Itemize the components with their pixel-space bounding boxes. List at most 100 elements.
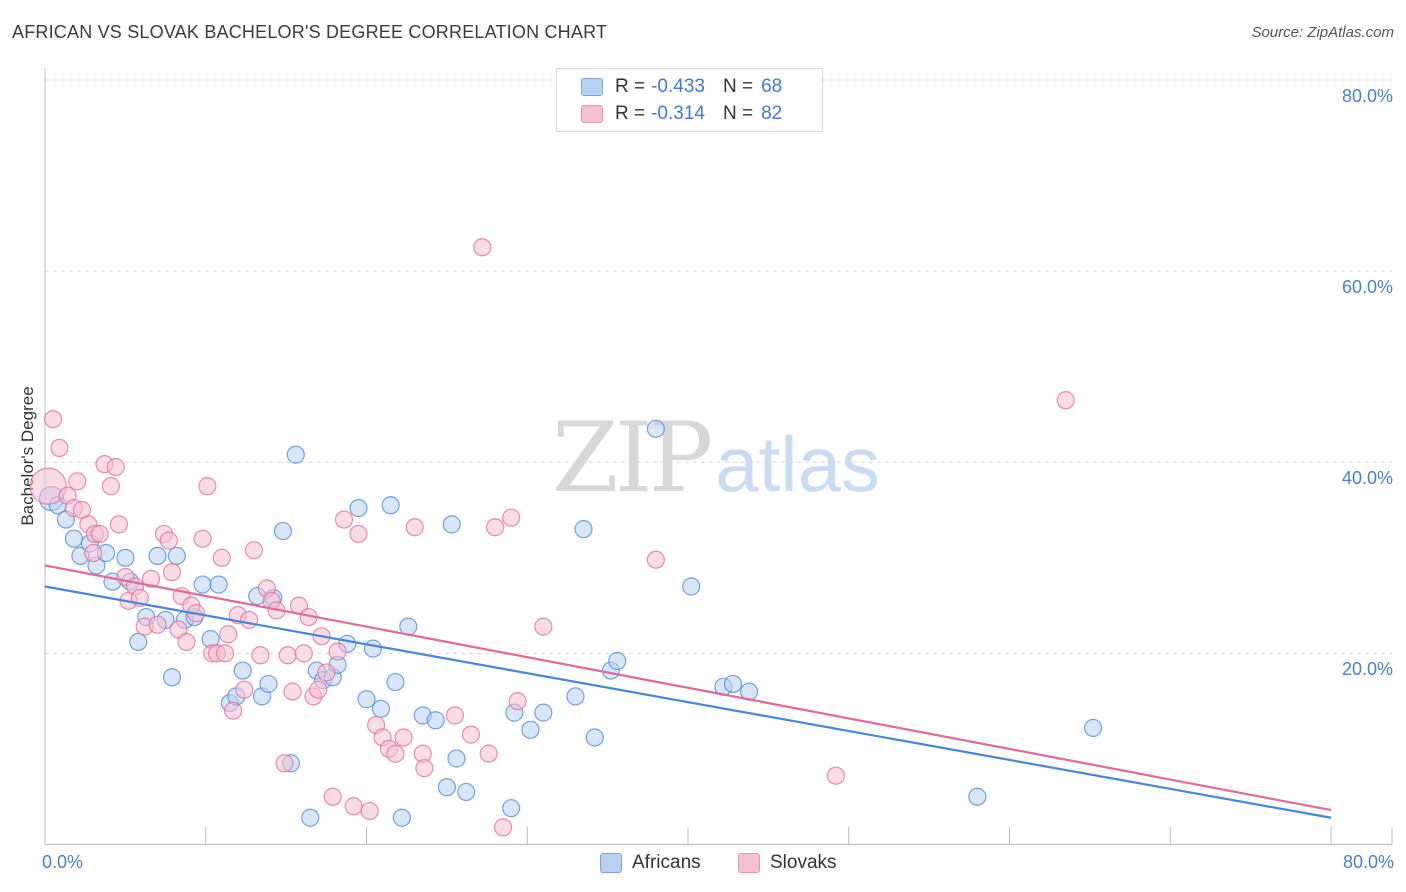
africans-point <box>392 808 411 827</box>
africans-point <box>682 577 701 596</box>
watermark: ZIPatlas <box>552 402 880 514</box>
series-legend: Africans Slovaks <box>0 852 1406 876</box>
stats-legend: R = -0.433 N = 68 R = -0.314 N = 82 <box>556 68 823 132</box>
legend-n-label: N = <box>722 103 754 124</box>
slovaks-point <box>43 410 63 429</box>
slovaks-point <box>323 787 342 806</box>
africans-point <box>371 699 391 718</box>
legend-item-slovaks: Slovaks <box>738 852 837 874</box>
slovaks-point <box>29 467 67 505</box>
data-points <box>29 238 1103 837</box>
africans-point <box>381 496 400 515</box>
slovaks-point <box>215 644 235 663</box>
slovaks-point <box>278 646 297 665</box>
slovaks-point <box>244 541 264 560</box>
africans-point <box>233 661 252 680</box>
slovaks-point <box>479 744 498 763</box>
slovaks-point <box>502 508 521 527</box>
slovaks-point <box>198 477 217 496</box>
y-tick-label: 80.0% <box>1341 86 1393 106</box>
slovaks-point <box>508 692 527 711</box>
africans-point <box>148 546 167 566</box>
slovaks-point <box>360 801 379 821</box>
slovaks-point <box>141 569 161 588</box>
slovaks-point <box>50 438 69 458</box>
africans-point <box>723 674 743 694</box>
y-tick-label: 60.0% <box>1341 277 1393 298</box>
trend-lines <box>44 564 1332 819</box>
africans-point <box>521 720 540 739</box>
africans-legend-swatch <box>600 853 622 873</box>
slovaks-point <box>486 518 505 537</box>
africans-legend-label: Africans <box>632 852 701 873</box>
slovaks-point <box>177 632 196 652</box>
slovaks-point <box>219 625 238 644</box>
africans-point <box>349 499 368 518</box>
slovaks-point <box>646 550 665 569</box>
africans-trend-line <box>44 585 1332 819</box>
legend-r-value: -0.433 <box>651 76 705 97</box>
africans-point <box>301 808 320 827</box>
slovaks-point <box>223 701 243 720</box>
slovaks-point <box>405 518 424 537</box>
legend-r-label: R = <box>615 103 646 124</box>
x-tick-label: 80.0% <box>1342 852 1394 872</box>
africans-point <box>608 651 627 671</box>
slovaks-point <box>386 744 405 763</box>
slovaks-point <box>317 663 336 682</box>
slovaks-point <box>1056 391 1075 410</box>
slovaks-legend-swatch <box>738 853 760 873</box>
slovaks-point <box>68 472 87 491</box>
africans-point <box>357 690 376 709</box>
gridlines <box>45 79 1392 654</box>
legend-n-value: 82 <box>761 103 783 124</box>
slovaks-point <box>90 524 109 544</box>
africans-point <box>585 728 604 747</box>
slovaks-point <box>349 524 368 544</box>
africans-point <box>193 575 212 594</box>
source-label: Source: ZipAtlas.com <box>1251 24 1394 41</box>
slovaks-point <box>334 510 354 529</box>
africans-point <box>129 632 148 652</box>
slovaks-point <box>159 531 178 550</box>
africans-point <box>386 672 405 692</box>
slovaks-point <box>473 238 492 257</box>
africans-point <box>426 711 445 730</box>
africans-point <box>1083 718 1103 738</box>
slovaks-point <box>162 563 182 582</box>
legend-item-africans: Africans <box>600 852 701 874</box>
slovaks-point <box>240 610 259 630</box>
slovaks-point <box>494 818 513 837</box>
legend-n-label: N = <box>722 76 754 97</box>
legend-row-africans: R = -0.433 N = 68 <box>581 75 782 99</box>
africans-point <box>64 529 84 548</box>
slovaks-point <box>394 728 413 747</box>
legend-n-value: 68 <box>761 76 783 97</box>
y-tick-label: 20.0% <box>1341 659 1393 680</box>
slovaks-point <box>148 615 167 634</box>
africans-point <box>968 787 987 806</box>
africans-point <box>437 778 456 797</box>
africans-point <box>646 419 665 438</box>
slovaks-point <box>109 515 129 534</box>
africans-point <box>363 639 383 658</box>
slovaks-swatch <box>581 105 603 123</box>
africans-point <box>447 749 466 768</box>
slovaks-point <box>283 682 302 701</box>
slovaks-point <box>445 706 465 725</box>
africans-point <box>534 703 553 722</box>
slovaks-point <box>309 680 328 699</box>
axes <box>44 68 1393 845</box>
africans-point <box>566 687 585 706</box>
legend-row-slovaks: R = -0.314 N = 82 <box>581 102 782 126</box>
africans-point <box>116 548 135 567</box>
africans-point <box>574 520 593 539</box>
slovaks-point <box>534 617 553 636</box>
slovaks-point <box>415 758 434 778</box>
slovaks-point <box>235 680 254 699</box>
slovaks-point <box>84 543 103 563</box>
africans-swatch <box>581 78 603 96</box>
slovaks-point <box>328 642 347 661</box>
slovaks-point <box>344 797 363 816</box>
